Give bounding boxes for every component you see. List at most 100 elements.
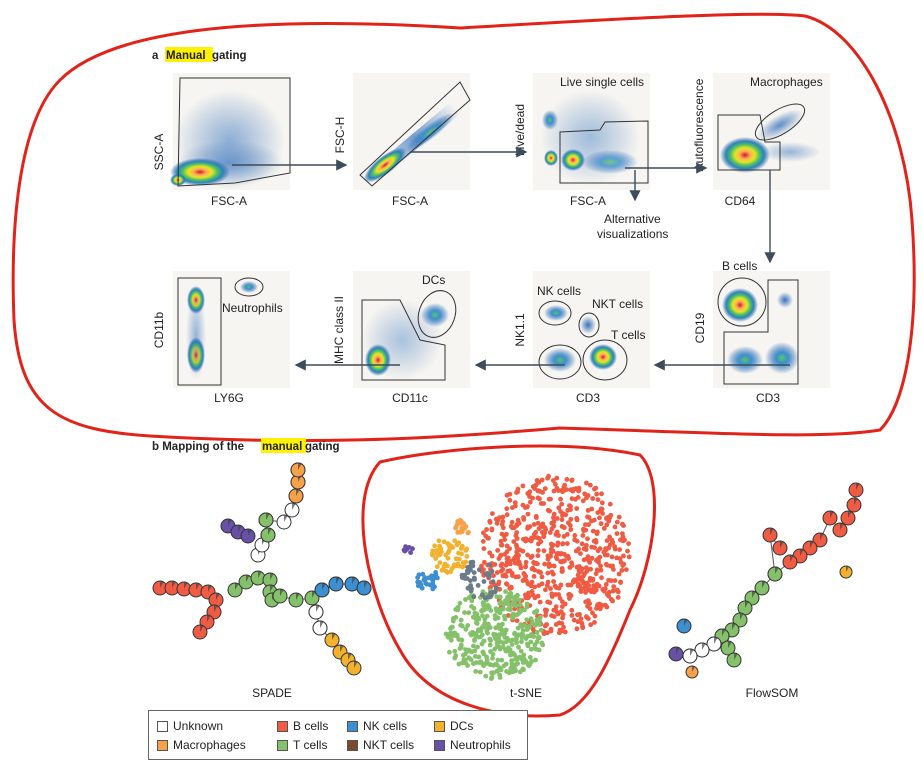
tsne-point [549,594,555,599]
tsne-point [567,565,573,570]
cluster-node-wedge [207,615,211,622]
tsne-point [488,638,493,643]
tsne-point [466,529,471,535]
tsne-point [516,644,521,650]
tsne-point [542,561,548,567]
tsne-point [481,579,487,584]
tsne-point [512,630,518,636]
tsne-point [450,618,456,624]
tsne-point [452,538,458,544]
tsne-point [583,522,588,527]
tsne-point [599,491,604,497]
tsne-point [507,491,513,497]
section-a-highlight: Manual [166,50,206,62]
tsne-point [558,582,564,588]
tsne-point [535,593,541,599]
tsne-point [535,520,541,526]
tsne-point [529,620,535,626]
tsne-point [494,594,500,600]
tsne-point [584,480,589,486]
tsne-point [540,521,546,527]
cluster-node-wedge [810,541,814,548]
tsne-point [569,607,575,613]
tsne-point [551,579,556,584]
tsne-point [516,597,522,603]
tsne-point [575,619,581,625]
tsne-point [505,555,511,561]
tsne-point [536,647,542,653]
cluster-node-wedge [692,666,695,672]
tsne-point [587,560,593,565]
tsne-point [598,521,604,527]
tsne-point [552,583,558,589]
tsne-point [568,527,574,532]
tsne-point [569,477,575,483]
tsne-point [620,563,626,568]
p5-xlabel: CD3 [756,391,780,405]
tsne-point [433,570,438,575]
tsne-point [479,592,485,598]
tsne-point [464,576,470,581]
tsne-point [468,583,473,588]
tsne-point [530,495,535,501]
section-a-rest: gating [212,50,247,62]
tsne-point [416,572,422,578]
legend-label: Unknown [173,719,224,733]
tsne-point [576,488,581,494]
tsne-point [595,510,601,515]
tsne-point [490,511,495,516]
tsne-point [612,578,618,583]
tsne-point [494,520,500,526]
plot-b-cells: B cells CD19 CD3 [693,259,830,405]
p4-ylabel: Autofluorescence [692,78,706,171]
cluster-node-wedge [690,649,694,656]
cluster-node-wedge [676,647,680,654]
tsne-point [574,626,580,632]
tsne-point [556,551,561,556]
legend-label: T cells [293,738,328,752]
tsne-point [514,618,520,624]
tsne-point [596,558,601,564]
p6-ylabel: NK1.1 [513,313,527,347]
cluster-node-wedge [684,619,688,626]
tsne-point [562,629,568,635]
tsne-point [455,519,461,524]
tsne-point [529,566,535,572]
tsne-point [528,555,534,560]
tsne-point [514,549,520,555]
legend-swatch [277,739,288,751]
cluster-node-wedge [266,513,270,520]
tsne-point [484,626,490,631]
p3-title: Live single cells [560,75,644,89]
alt-vis-line2: visualizations [597,227,668,241]
cluster-node-wedge [172,581,176,588]
tsne-point [529,589,535,594]
legend-item-unknown: Unknown [157,719,223,733]
tsne-point [609,578,614,584]
tsne-point [433,556,439,561]
section-a-highlight-bg [165,47,213,62]
tsne-point [551,563,557,569]
section-b-highlight-bg [261,438,306,453]
tsne-point [499,561,505,567]
tsne-point [614,519,620,525]
tsne-point [537,599,543,605]
tsne-point [452,630,458,636]
tsne-point [532,642,538,648]
section-b-suffix: gating [305,441,340,453]
tsne-point [434,564,440,569]
tsne-point [532,584,538,590]
tsne-point [468,649,474,655]
tsne-point [527,654,533,660]
tsne-point [602,586,608,592]
tsne-point [504,512,510,518]
p7-title: DCs [422,273,445,287]
tsne-point [626,541,631,546]
cluster-node-wedge [228,519,232,526]
tsne-point [408,550,413,555]
tsne-point [595,548,601,554]
tsne-point [575,612,580,618]
tsne-point [445,541,451,546]
tsne-point [481,623,486,629]
tsne-point [576,546,581,552]
